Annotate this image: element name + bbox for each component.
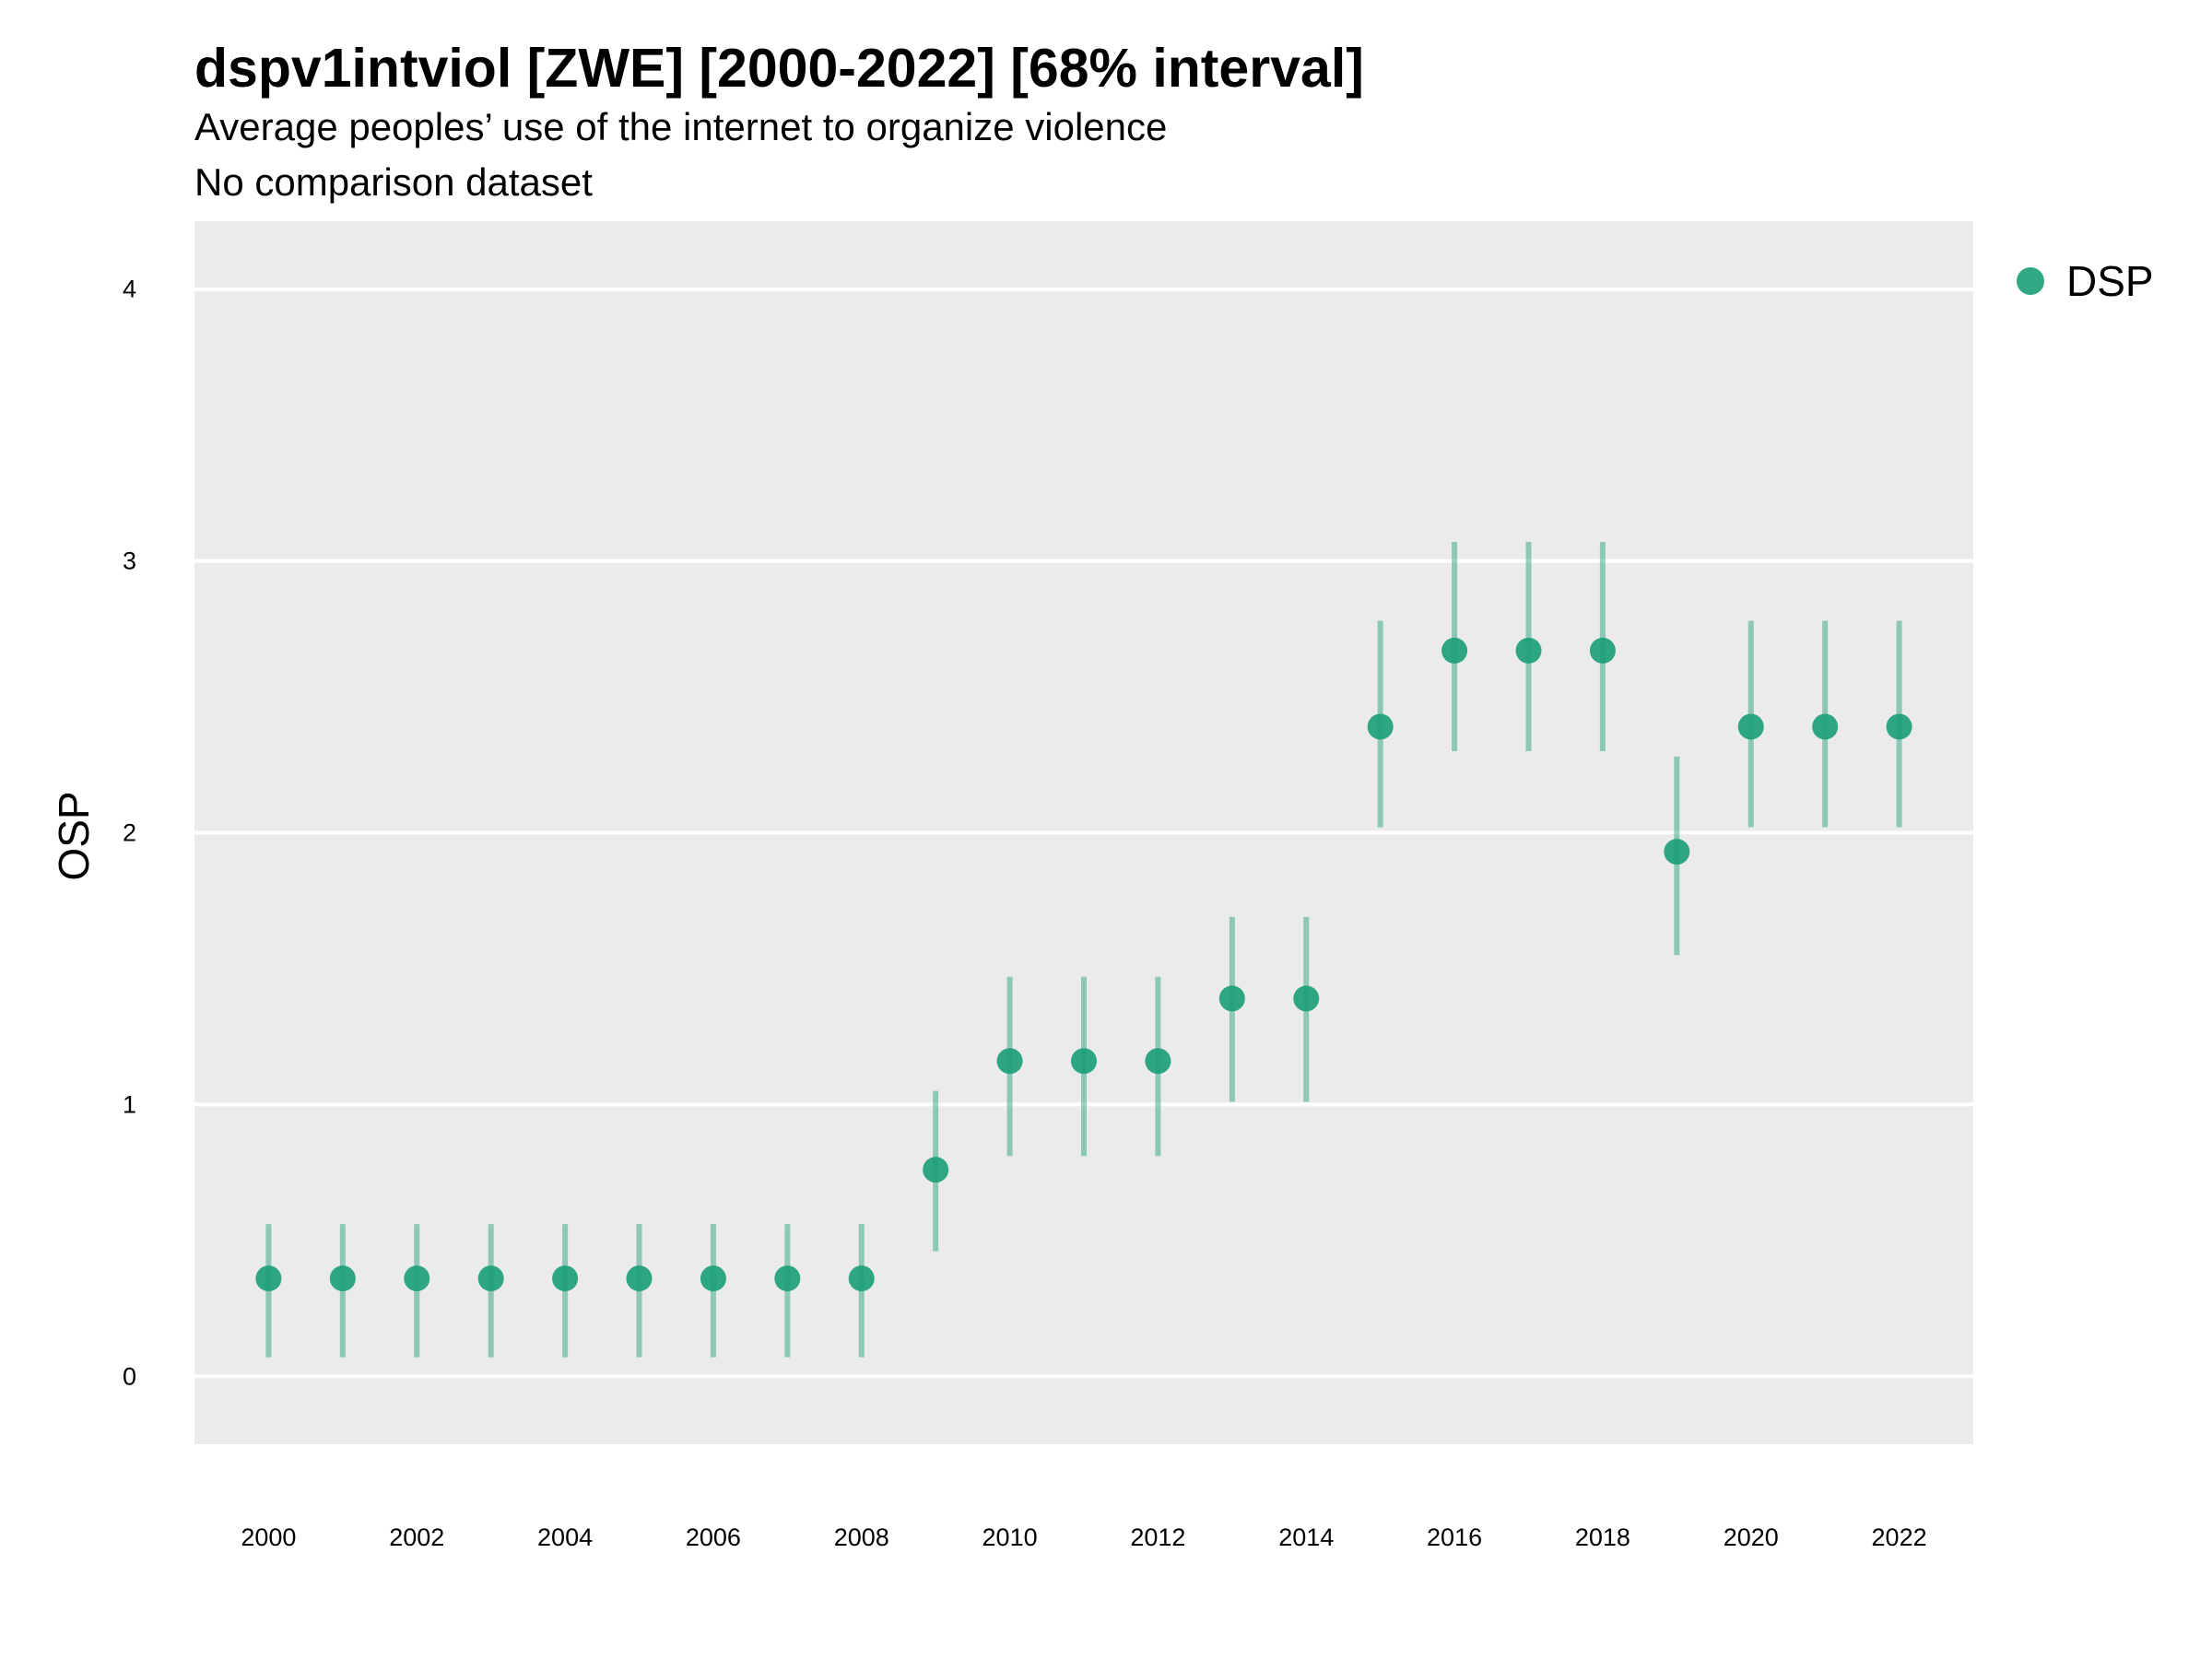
y-tick-label: 2 [123, 819, 136, 847]
chart-subtitle: Average peoples’ use of the internet to … [194, 105, 1168, 148]
data-point [1367, 713, 1394, 740]
data-points [255, 637, 1912, 1292]
data-point [329, 1265, 356, 1292]
data-point [255, 1265, 282, 1292]
x-tick-label: 2020 [1724, 1524, 1779, 1551]
data-point [700, 1265, 726, 1292]
legend: DSP [2017, 256, 2154, 306]
y-tick-label: 0 [123, 1362, 136, 1390]
x-tick-labels: 2000 2002 2004 2006 2008 2010 2012 2014 2016 2018… [241, 1524, 1926, 1551]
data-point [923, 1157, 949, 1183]
data-point [404, 1265, 430, 1292]
chart-title: dspv1intviol [ZWE] [2000-2022] [68% inte… [194, 38, 1364, 99]
data-point [1293, 985, 1320, 1012]
data-point [1664, 839, 1690, 865]
data-point [848, 1265, 875, 1292]
y-tick-label: 1 [123, 1090, 136, 1118]
data-point [1218, 985, 1245, 1012]
chart-subtitle-comparison: No comparison dataset [194, 160, 593, 204]
data-point [1812, 713, 1839, 740]
data-point [1589, 637, 1616, 664]
x-tick-label: 2014 [1278, 1524, 1334, 1551]
x-tick-label: 2016 [1427, 1524, 1482, 1551]
data-point [1515, 637, 1542, 664]
x-tick-label: 2012 [1130, 1524, 1185, 1551]
x-tick-label: 2008 [834, 1524, 889, 1551]
y-tick-labels: 0 1 2 3 4 [123, 276, 136, 1391]
gridlines [194, 287, 1973, 1379]
data-point [552, 1265, 579, 1292]
data-point [477, 1265, 504, 1292]
data-point [996, 1048, 1023, 1075]
data-point [1737, 713, 1764, 740]
data-point [1145, 1048, 1171, 1075]
x-tick-label: 2022 [1872, 1524, 1927, 1551]
legend-label-dsp: DSP [2066, 257, 2154, 305]
y-tick-label: 4 [123, 276, 136, 303]
legend-marker-dsp [2017, 267, 2044, 295]
data-point [1441, 637, 1468, 664]
x-tick-label: 2002 [389, 1524, 444, 1551]
data-point [774, 1265, 801, 1292]
x-tick-label: 2004 [537, 1524, 593, 1551]
data-point [1886, 713, 1912, 740]
x-tick-label: 2010 [982, 1524, 1038, 1551]
data-point [1071, 1048, 1097, 1075]
y-tick-label: 3 [123, 547, 136, 575]
x-tick-label: 2000 [241, 1524, 296, 1551]
data-point [626, 1265, 653, 1292]
x-tick-label: 2018 [1575, 1524, 1630, 1551]
x-tick-label: 2006 [686, 1524, 741, 1551]
